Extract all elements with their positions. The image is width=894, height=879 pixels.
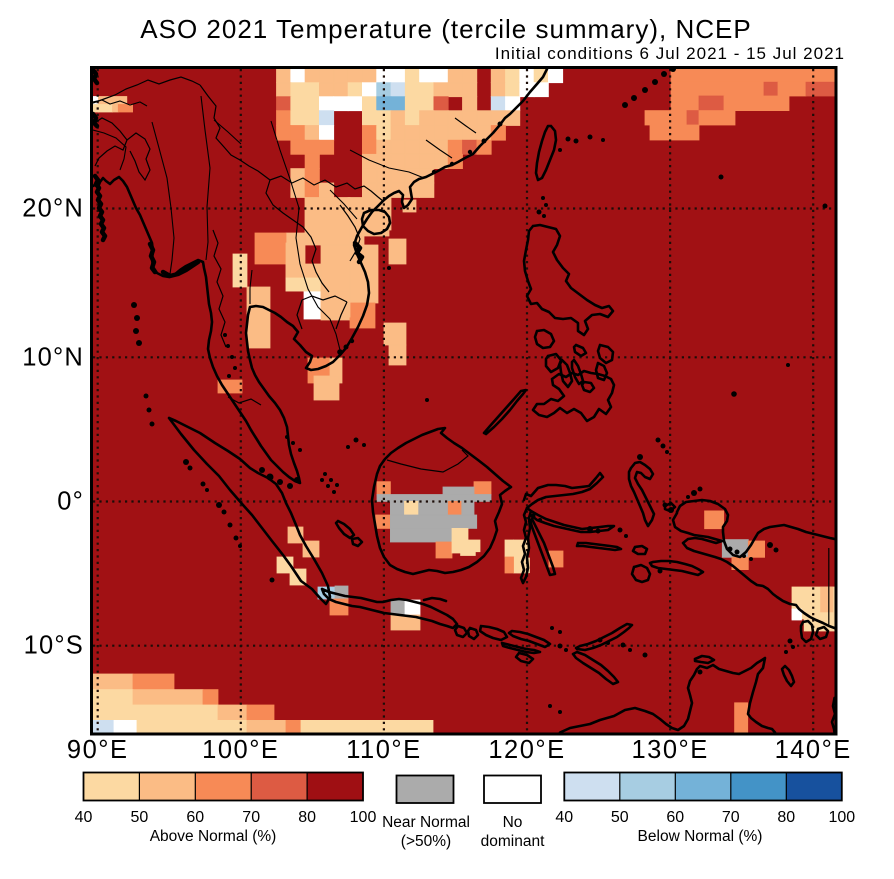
svg-text:100: 100 bbox=[828, 809, 855, 826]
svg-text:Near Normal: Near Normal bbox=[382, 814, 470, 831]
svg-text:10°S: 10°S bbox=[24, 632, 84, 660]
svg-text:ASO 2021 Temperature (tercile: ASO 2021 Temperature (tercile summary), … bbox=[140, 14, 751, 44]
svg-text:40: 40 bbox=[75, 809, 93, 826]
svg-text:140°E: 140°E bbox=[775, 736, 852, 764]
svg-text:70: 70 bbox=[242, 809, 260, 826]
svg-text:50: 50 bbox=[611, 809, 629, 826]
svg-text:90°E: 90°E bbox=[67, 736, 129, 764]
svg-text:(>50%): (>50%) bbox=[401, 833, 451, 850]
svg-text:Initial conditions 6 Jul 2021: Initial conditions 6 Jul 2021 - 15 Jul 2… bbox=[495, 44, 845, 63]
svg-text:Below Normal (%): Below Normal (%) bbox=[638, 828, 763, 845]
svg-text:60: 60 bbox=[666, 809, 684, 826]
svg-text:60: 60 bbox=[186, 809, 204, 826]
svg-text:No: No bbox=[503, 814, 523, 831]
svg-text:10°N: 10°N bbox=[22, 343, 84, 371]
svg-text:100°E: 100°E bbox=[202, 736, 279, 764]
svg-text:100: 100 bbox=[350, 809, 377, 826]
svg-text:80: 80 bbox=[777, 809, 795, 826]
svg-text:70: 70 bbox=[722, 809, 740, 826]
svg-text:20°N: 20°N bbox=[22, 195, 84, 223]
svg-text:40: 40 bbox=[555, 809, 573, 826]
svg-text:130°E: 130°E bbox=[631, 736, 708, 764]
svg-text:50: 50 bbox=[131, 809, 149, 826]
svg-text:Above Normal (%): Above Normal (%) bbox=[150, 828, 277, 845]
svg-text:dominant: dominant bbox=[481, 833, 545, 850]
svg-text:120°E: 120°E bbox=[488, 736, 565, 764]
svg-text:110°E: 110°E bbox=[346, 736, 421, 764]
svg-text:80: 80 bbox=[298, 809, 316, 826]
svg-text:0°: 0° bbox=[57, 488, 84, 516]
